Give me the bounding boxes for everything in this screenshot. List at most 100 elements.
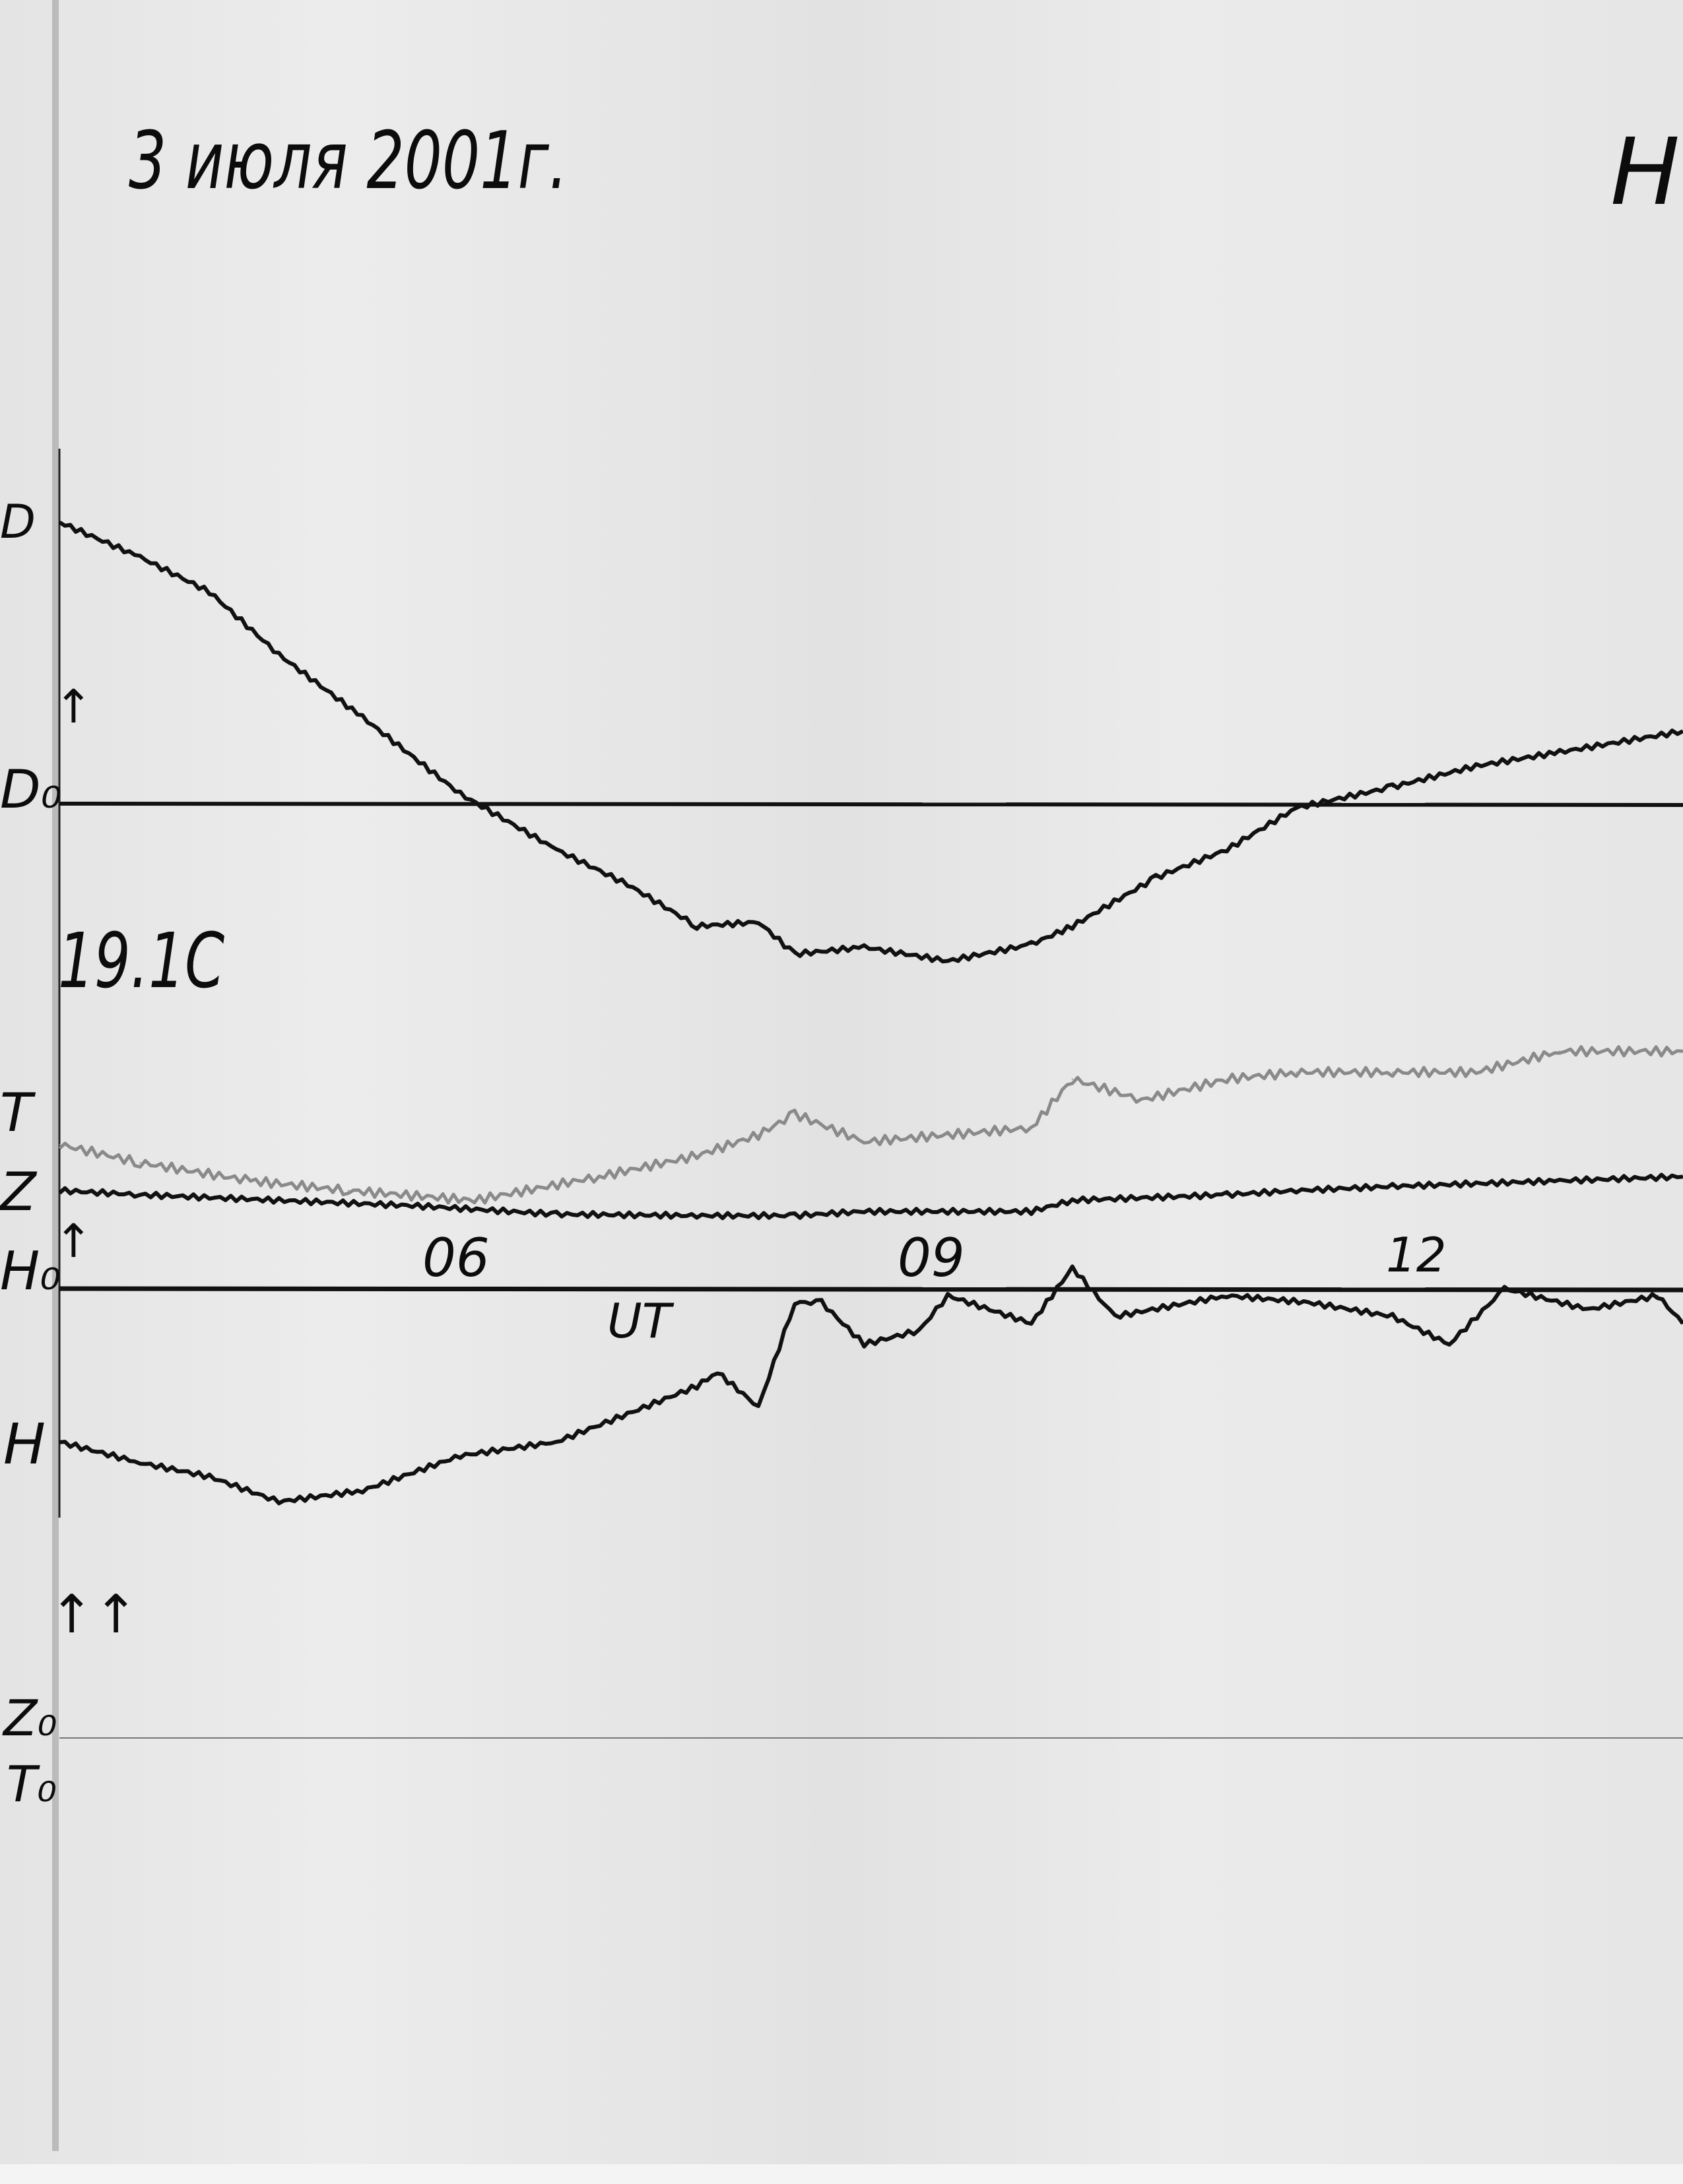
data-point-T <box>696 1155 698 1157</box>
double-up-arrow: ↑↑ <box>50 1584 139 1645</box>
series-line-H <box>59 1264 1683 1506</box>
x-axis-label: UT <box>607 1293 671 1349</box>
x-tick-label-06: 06 <box>422 1227 490 1289</box>
data-point-Z <box>1391 1186 1393 1188</box>
data-point-Z <box>946 1211 948 1213</box>
data-point-T <box>1071 1078 1073 1080</box>
temperature-label: 19.1C <box>58 917 225 1006</box>
data-point-Z <box>1296 1190 1298 1192</box>
data-point-Z <box>556 1213 558 1215</box>
data-point-H <box>626 1413 628 1415</box>
data-point-D <box>758 921 760 923</box>
data-point-T <box>758 1134 760 1136</box>
data-point-T <box>1030 1127 1032 1129</box>
x-tick-label-09: 09 <box>898 1227 965 1289</box>
data-point-D <box>556 849 558 851</box>
data-point-H <box>918 1330 920 1332</box>
label-T: T <box>0 1082 32 1143</box>
label-H0: H₀ <box>0 1240 61 1302</box>
data-point-T <box>1475 1071 1477 1073</box>
data-point-D <box>1071 925 1073 927</box>
label-T0: T₀ <box>7 1755 57 1813</box>
series-line-Z <box>58 1172 1683 1221</box>
data-point-H <box>1587 1308 1589 1310</box>
data-point-Z <box>1030 1211 1032 1213</box>
data-point-H <box>459 1455 461 1457</box>
data-point-T <box>1226 1078 1228 1080</box>
data-point-D <box>1296 807 1298 809</box>
data-point-Z <box>278 1200 280 1202</box>
data-point-T <box>863 1141 865 1143</box>
data-point-H <box>362 1490 364 1492</box>
data-point-T <box>59 1143 61 1145</box>
corner-mark: H <box>1610 119 1680 226</box>
scan-edge <box>0 2164 1683 2184</box>
series-line-D <box>58 521 1683 964</box>
label-H: H <box>3 1412 46 1477</box>
data-point-Z <box>1475 1182 1477 1184</box>
data-point-H <box>1503 1288 1505 1289</box>
baseline-H0 <box>59 1286 1683 1293</box>
data-point-H <box>556 1441 558 1443</box>
data-point-D <box>278 654 280 656</box>
data-point-Z <box>1226 1194 1228 1196</box>
data-point-T <box>473 1200 475 1202</box>
data-point-T <box>1296 1071 1298 1073</box>
data-point-H <box>696 1385 698 1387</box>
data-point-H <box>1448 1343 1450 1345</box>
data-point-H <box>758 1406 760 1408</box>
data-point-D <box>1475 765 1477 767</box>
data-point-Z <box>1559 1180 1561 1182</box>
data-point-Z <box>863 1211 865 1213</box>
data-point-D <box>1559 751 1561 753</box>
data-point-H <box>209 1475 211 1477</box>
data-point-T <box>598 1176 600 1178</box>
data-point-H <box>278 1500 280 1502</box>
data-point-D <box>139 556 141 558</box>
up-arrow-D: ↑ <box>54 680 93 734</box>
data-point-D <box>626 883 628 885</box>
label-Z: Z <box>0 1161 36 1223</box>
data-point-H <box>863 1343 865 1345</box>
data-point-H <box>139 1461 141 1463</box>
x-tick-label-12: 12 <box>1386 1227 1447 1283</box>
data-point-D <box>59 521 61 523</box>
label-Z0: Z₀ <box>3 1689 57 1747</box>
chart-title: 3 июля 2001г. <box>129 115 568 207</box>
data-point-D <box>209 591 211 593</box>
data-point-T <box>794 1113 796 1115</box>
data-point-T <box>946 1134 948 1136</box>
data-point-H <box>794 1302 796 1304</box>
label-D0: D₀ <box>0 759 62 820</box>
label-D: D <box>0 495 36 549</box>
data-point-Z <box>59 1190 61 1192</box>
data-point-H <box>59 1441 61 1443</box>
data-point-T <box>1391 1071 1393 1073</box>
data-point-T <box>1559 1050 1561 1052</box>
data-point-H <box>1391 1316 1393 1318</box>
data-point-Z <box>1071 1200 1073 1202</box>
data-point-T <box>347 1190 349 1192</box>
data-point-T <box>139 1162 141 1164</box>
data-point-H <box>1226 1295 1228 1297</box>
data-point-Z <box>139 1194 141 1196</box>
data-point-D <box>1155 876 1157 878</box>
series-line-T <box>58 1044 1683 1205</box>
data-point-H <box>1030 1322 1032 1324</box>
data-point-Z <box>416 1205 418 1207</box>
data-point-D <box>794 953 796 955</box>
data-point-H <box>820 1302 822 1304</box>
baseline-D0 <box>59 802 1683 807</box>
data-point-H <box>1114 1316 1116 1318</box>
up-arrow-H: ↑ <box>54 1214 93 1268</box>
data-point-T <box>1140 1099 1142 1101</box>
data-point-D <box>946 960 948 962</box>
data-point-H <box>1071 1267 1073 1269</box>
data-point-Z <box>696 1215 698 1217</box>
data-point-D <box>696 925 698 927</box>
data-point-Z <box>794 1215 796 1217</box>
data-point-D <box>863 946 865 948</box>
data-point-D <box>1030 944 1032 946</box>
data-point-D <box>459 793 461 795</box>
